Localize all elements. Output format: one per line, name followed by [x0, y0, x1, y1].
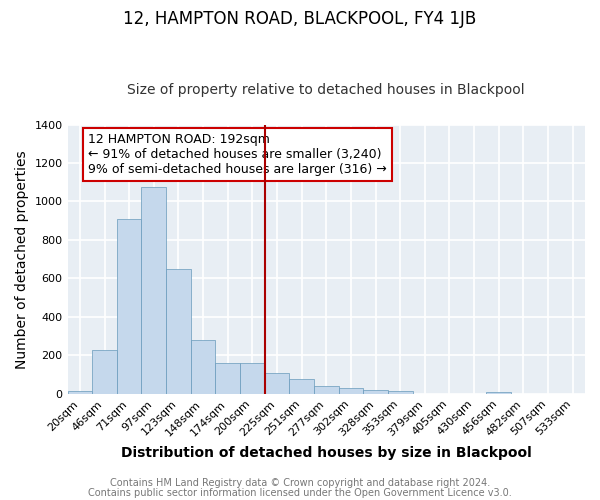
- Bar: [240, 363, 265, 394]
- Bar: [289, 380, 314, 394]
- Bar: [166, 269, 191, 394]
- Bar: [314, 386, 338, 394]
- Y-axis label: Number of detached properties: Number of detached properties: [15, 150, 29, 368]
- Text: Contains HM Land Registry data © Crown copyright and database right 2024.: Contains HM Land Registry data © Crown c…: [110, 478, 490, 488]
- Bar: [68, 391, 92, 394]
- Title: Size of property relative to detached houses in Blackpool: Size of property relative to detached ho…: [127, 83, 525, 97]
- Bar: [92, 350, 117, 394]
- Bar: [142, 187, 166, 394]
- Bar: [117, 219, 142, 394]
- Text: Contains public sector information licensed under the Open Government Licence v3: Contains public sector information licen…: [88, 488, 512, 498]
- Bar: [215, 363, 240, 394]
- X-axis label: Distribution of detached houses by size in Blackpool: Distribution of detached houses by size …: [121, 446, 532, 460]
- Bar: [487, 392, 511, 394]
- Text: 12 HAMPTON ROAD: 192sqm
← 91% of detached houses are smaller (3,240)
9% of semi-: 12 HAMPTON ROAD: 192sqm ← 91% of detache…: [88, 132, 387, 176]
- Bar: [363, 390, 388, 394]
- Bar: [388, 391, 413, 394]
- Bar: [265, 372, 289, 394]
- Bar: [191, 340, 215, 394]
- Text: 12, HAMPTON ROAD, BLACKPOOL, FY4 1JB: 12, HAMPTON ROAD, BLACKPOOL, FY4 1JB: [124, 10, 476, 28]
- Bar: [338, 388, 363, 394]
